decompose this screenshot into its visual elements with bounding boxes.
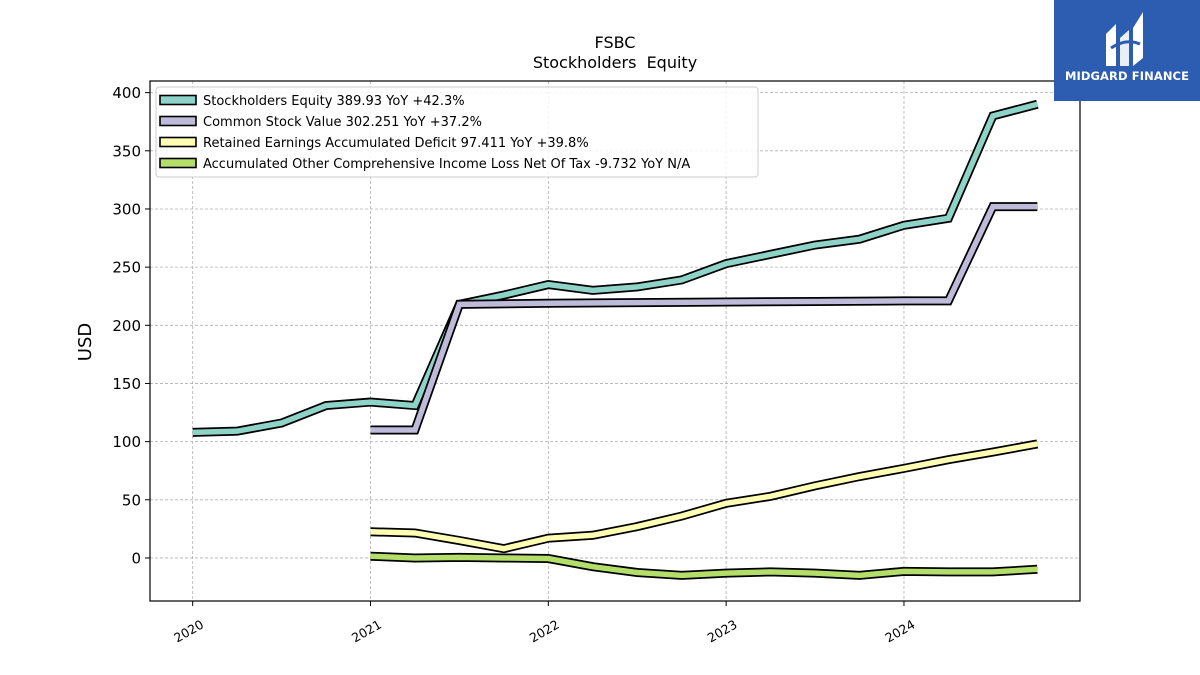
x-tick-label: 2024 [882,617,917,646]
x-tick-label: 2023 [705,617,740,646]
legend-label: Retained Earnings Accumulated Deficit 97… [203,136,589,151]
legend-swatch [159,157,197,169]
brand-name: MIDGARD FINANCE [1064,69,1190,83]
plot-frame [149,80,1081,602]
legend-box [155,86,759,178]
legend-swatch [159,115,197,127]
legend-swatch [159,94,197,106]
series-outline-1 [370,202,1038,435]
y-tick-label: 50 [122,491,141,509]
legend-label: Accumulated Other Comprehensive Income L… [203,157,690,172]
y-tick-label: 300 [112,200,141,218]
brand-logo: MIDGARD FINANCE [1054,0,1200,101]
y-tick-label: 150 [112,375,141,393]
y-tick-label: 400 [112,84,141,102]
series-line-2 [370,441,1038,552]
series-line-3 [370,553,1038,579]
legend: Stockholders Equity 389.93 YoY +42.3% Com… [155,86,759,178]
series-layer [192,99,1039,580]
y-tick-label: 200 [112,317,141,335]
series-line-0 [192,101,1039,436]
legend-label: Common Stock Value 302.251 YoY +37.2% [203,115,482,130]
chart-title: FSBC [595,33,636,52]
x-tick-label: 2021 [349,617,384,646]
y-axis-label: USD [75,323,96,361]
y-tick-label: 100 [112,433,141,451]
y-tick-label: 250 [112,259,141,277]
chart-subtitle: Stockholders Equity [533,53,697,72]
legend-swatch [159,136,197,148]
brand-mark-icon [1106,12,1143,66]
series-line-1 [370,203,1038,433]
y-tick-label: 0 [131,549,141,567]
x-tick-label: 2020 [171,617,206,646]
y-tick-label: 350 [112,142,141,160]
legend-label: Stockholders Equity 389.93 YoY +42.3% [203,94,465,109]
x-tick-label: 2022 [527,617,562,646]
